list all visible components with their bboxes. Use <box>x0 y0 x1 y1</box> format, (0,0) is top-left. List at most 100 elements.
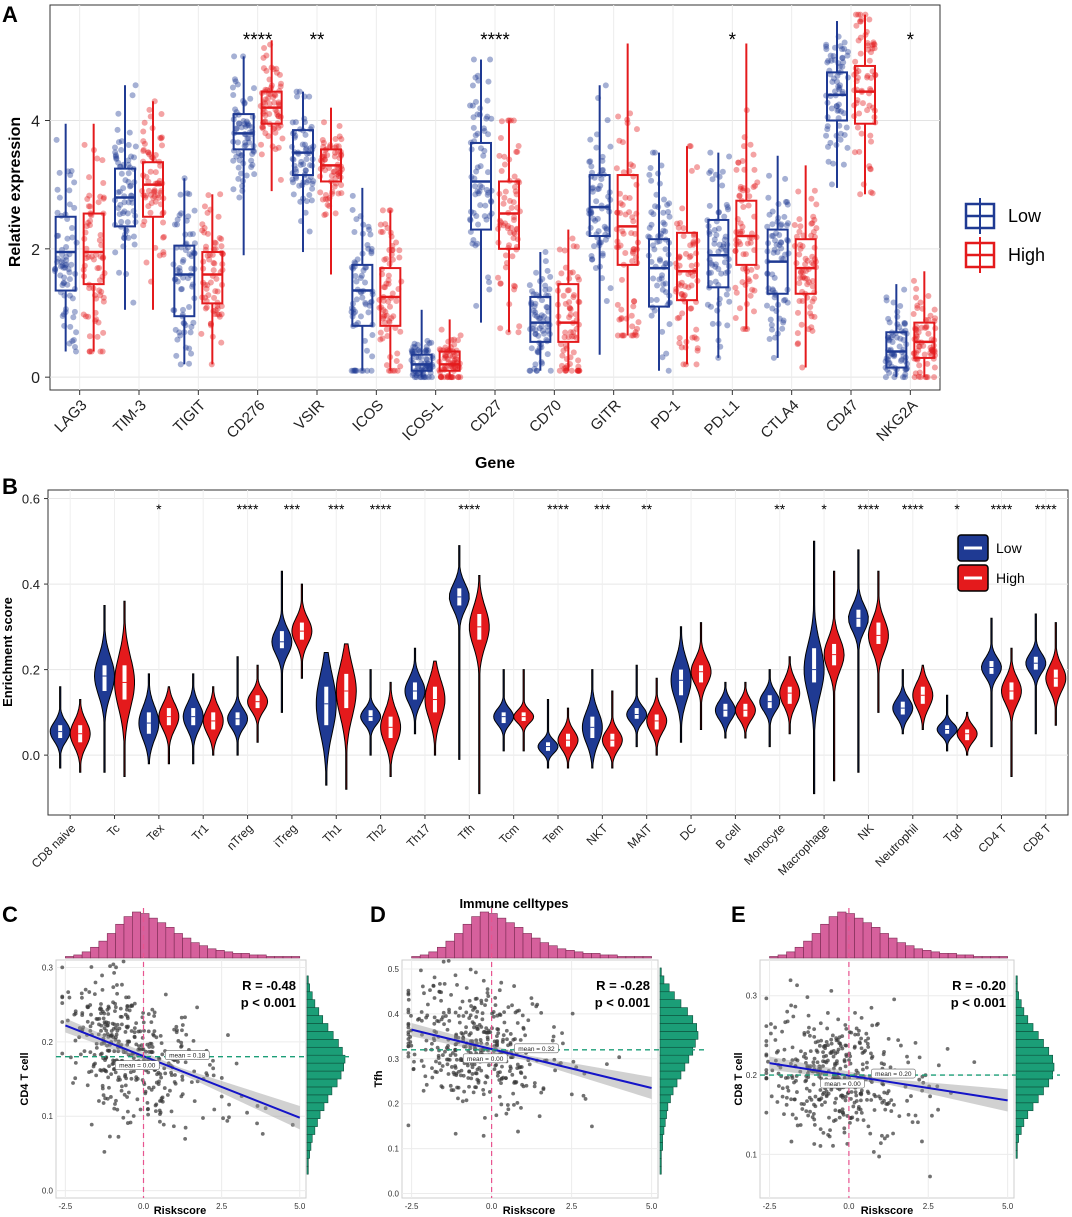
jitter-point <box>98 288 105 295</box>
scatter-point <box>532 1081 537 1085</box>
jitter-point <box>712 263 719 270</box>
jitter-point <box>485 189 492 196</box>
x-tick-label-b: Th1 <box>320 821 345 846</box>
jitter-point <box>534 348 541 355</box>
scatter-point <box>113 1005 118 1010</box>
jitter-point <box>925 330 932 337</box>
jitter-point <box>823 41 830 48</box>
jitter-point <box>409 371 416 378</box>
scatter-point <box>119 1014 124 1019</box>
jitter-point <box>438 374 445 381</box>
jitter-point <box>647 164 654 171</box>
scatter-point <box>60 1051 65 1056</box>
scatter-point <box>497 1078 502 1082</box>
scatter-point <box>98 1068 103 1072</box>
jitter-point <box>100 294 107 301</box>
scatter-point <box>829 1037 834 1042</box>
jitter-point <box>306 93 313 100</box>
jitter-point <box>218 235 225 242</box>
scatter-point <box>920 1139 924 1144</box>
scatter-point <box>92 992 97 997</box>
scatter-point <box>808 1049 813 1054</box>
jitter-point <box>515 143 522 150</box>
jitter-point <box>178 286 185 293</box>
scatter-point <box>436 1019 441 1024</box>
jitter-point <box>539 297 546 304</box>
scatter-point <box>184 1032 189 1037</box>
jitter-point <box>778 255 785 262</box>
jitter-point <box>65 266 72 273</box>
jitter-point <box>353 278 360 285</box>
jitter-point <box>808 220 815 227</box>
box-low-cd47 <box>826 71 848 122</box>
jitter-point <box>541 313 548 320</box>
jitter-point <box>413 354 420 361</box>
jitter-point <box>121 199 128 206</box>
top-histogram-bar <box>505 922 515 959</box>
jitter-point <box>736 192 743 199</box>
jitter-point <box>176 329 183 336</box>
jitter-point <box>711 240 718 247</box>
jitter-point <box>688 167 695 174</box>
jitter-point <box>594 215 601 222</box>
scatter-point <box>101 1093 106 1098</box>
jitter-point <box>737 228 744 235</box>
jitter-point <box>125 234 132 241</box>
jitter-point <box>242 142 249 149</box>
scatter-point <box>153 1109 158 1114</box>
jitter-point <box>174 267 181 274</box>
scatter-point <box>406 992 411 997</box>
jitter-point <box>485 131 492 138</box>
scatter-point <box>539 1010 544 1015</box>
jitter-point <box>890 299 897 306</box>
jitter-point <box>771 274 778 281</box>
mean-x-label: mean = 0.00 <box>114 1060 160 1070</box>
jitter-point <box>120 185 127 192</box>
jitter-point <box>855 37 862 44</box>
scatter-point <box>129 1076 134 1081</box>
jitter-point <box>575 363 582 370</box>
scatter-point <box>812 1123 817 1127</box>
side-histogram-bar <box>659 1110 667 1119</box>
jitter-point <box>663 289 670 296</box>
jitter-point <box>213 275 220 282</box>
jitter-point <box>747 292 754 299</box>
scatter-point <box>183 1060 188 1065</box>
jitter-point <box>188 323 195 330</box>
box-high-gitr <box>616 174 639 266</box>
jitter-point <box>472 191 479 198</box>
jitter-point <box>66 292 73 299</box>
jitter-point <box>156 177 163 184</box>
jitter-point <box>413 372 420 379</box>
jitter-point <box>71 308 78 315</box>
scatter-point <box>802 1030 807 1035</box>
jitter-point <box>864 72 871 79</box>
scatter-point <box>917 1055 922 1060</box>
jitter-point <box>115 205 122 212</box>
jitter-point <box>532 309 539 316</box>
jitter-point <box>415 354 422 361</box>
scatter-point <box>515 1101 520 1105</box>
jitter-point <box>261 108 268 115</box>
jitter-point <box>918 324 925 331</box>
jitter-point <box>657 257 664 264</box>
scatter-point <box>521 1027 526 1031</box>
jitter-point <box>368 250 375 257</box>
jitter-point <box>603 297 610 304</box>
jitter-point <box>510 117 517 124</box>
jitter-point <box>229 84 236 91</box>
jitter-point <box>676 314 683 321</box>
jitter-point <box>275 99 282 106</box>
jitter-point <box>536 325 543 332</box>
jitter-point <box>251 171 258 178</box>
scatter-point <box>928 1094 932 1099</box>
mean-x-label-text: mean = 0.00 <box>467 1056 504 1063</box>
scatter-point <box>550 1038 555 1043</box>
y-tick-label: 0.5 <box>388 965 400 974</box>
jitter-point <box>617 200 624 207</box>
scatter-point <box>882 1062 886 1067</box>
top-histogram-bar <box>182 937 192 959</box>
box-high-icos-l <box>438 350 461 372</box>
jitter-point <box>725 206 732 213</box>
top-histogram-bar <box>956 954 966 959</box>
